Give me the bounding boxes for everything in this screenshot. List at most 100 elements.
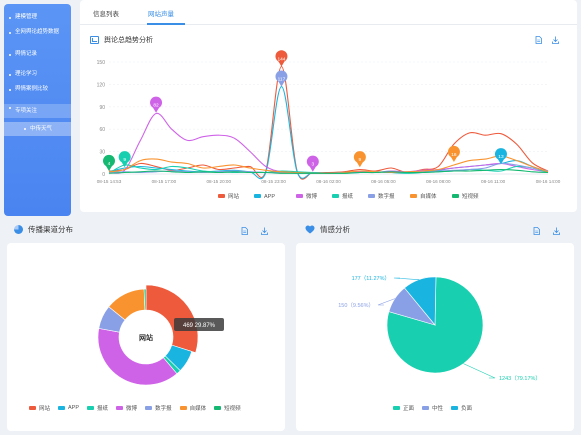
spread-header: 传播渠道分布 — [14, 224, 73, 235]
emotion-legend: 正面 中性 负面 — [393, 404, 480, 412]
legend-swatch — [368, 194, 375, 198]
legend-item[interactable]: 微博 — [116, 404, 137, 412]
series-line — [108, 168, 549, 174]
tab-bar: 信息列表 网站声量 — [80, 0, 577, 25]
legend-label: 微博 — [126, 406, 138, 412]
data-marker: 9 — [353, 151, 366, 168]
legend-item[interactable]: 中性 — [422, 404, 443, 412]
y-tick-label: 0 — [102, 172, 105, 178]
legend-swatch — [218, 194, 225, 198]
sidebar-item-label: 专项关注 — [15, 108, 38, 114]
sidebar-item-study[interactable]: 理论学习 — [4, 71, 71, 78]
label-leader — [377, 298, 396, 306]
document-icon[interactable] — [535, 36, 542, 44]
series-line — [108, 112, 549, 174]
legend-item[interactable]: 负面 — [451, 404, 472, 412]
legend-label: 短视频 — [224, 406, 241, 412]
sidebar: 建模管理 全网舆论趋势数据 舆情记录 理论学习 舆情案例比较 专项关注 中传天气 — [4, 4, 71, 216]
marker-label: 4 — [108, 161, 111, 167]
legend-swatch — [451, 406, 459, 410]
legend-swatch — [296, 194, 303, 198]
download-icon[interactable] — [553, 227, 560, 235]
download-icon[interactable] — [552, 36, 559, 44]
donut-center-label: 网站 — [139, 333, 153, 342]
legend-item[interactable]: 网站 — [29, 404, 50, 412]
y-tick-label: 60 — [99, 127, 105, 133]
legend-item[interactable]: 数字报 — [145, 404, 172, 412]
marker-pin — [150, 96, 163, 113]
legend-swatch — [145, 406, 153, 410]
marker-pin — [275, 70, 288, 87]
x-tick-label: 08-15 14:53 — [97, 179, 122, 184]
legend-swatch — [116, 406, 124, 410]
document-icon[interactable] — [241, 227, 248, 235]
tab-info-list[interactable]: 信息列表 — [93, 11, 119, 18]
x-tick-label: 08-16 08:00 — [426, 179, 451, 184]
x-tick-label: 08-16 05:00 — [371, 179, 396, 184]
legend-item[interactable]: 报纸 — [87, 404, 108, 412]
legend-item[interactable]: 自媒体 — [179, 404, 206, 412]
data-marker: 4 — [103, 154, 115, 172]
emotion-chart: 1243（79.17%） 150（9.56%） 177（11.27%） — [338, 275, 541, 382]
spread-legend: 网站 APP 报纸 微博 数字报 自媒体 短视频 — [29, 404, 249, 412]
y-tick-label: 120 — [97, 82, 106, 88]
pie-slice — [404, 276, 437, 326]
legend-item[interactable]: 短视频 — [214, 404, 241, 412]
sidebar-item-special-focus[interactable]: 专项关注 — [4, 104, 71, 118]
legend-label: 中性 — [432, 406, 444, 412]
slice-label: 150（9.56%） — [338, 302, 374, 309]
trend-panel: 信息列表 网站声量 舆论总趋势分析 0 30 60 90 120 150 08-15 14:… — [80, 0, 577, 212]
data-marker: 13 — [494, 148, 507, 165]
sidebar-item-records[interactable]: 舆情记录 — [4, 51, 71, 58]
legend-swatch — [214, 406, 222, 410]
slice-label: 177（11.27%） — [352, 275, 390, 282]
x-tick-label: 08-15 23:00 — [261, 179, 286, 184]
sidebar-item-trend-data[interactable]: 全网舆论趋势数据 — [4, 29, 71, 36]
y-tick-label: 150 — [97, 60, 106, 66]
legend-item[interactable]: 正面 — [393, 404, 414, 412]
sidebar-item-case-compare[interactable]: 舆情案例比较 — [4, 86, 71, 93]
document-icon[interactable] — [533, 227, 540, 235]
tab-site-volume[interactable]: 网站声量 — [148, 11, 174, 18]
emotion-card: 1243（79.17%） 150（9.56%） 177（11.27%） 正面 中性 负面 — [296, 243, 574, 431]
legend-swatch — [393, 406, 400, 410]
legend-swatch — [87, 406, 95, 410]
legend-item[interactable]: APP — [58, 405, 79, 411]
pie-slice — [143, 288, 147, 311]
legend-label: 微博 — [306, 192, 318, 200]
marker-pin — [353, 151, 366, 168]
legend-label: 正面 — [403, 406, 415, 412]
legend-swatch — [254, 194, 261, 198]
marker-label: 82 — [153, 103, 159, 109]
legend-swatch — [29, 406, 36, 410]
x-tick-label: 08-15 17:00 — [152, 179, 177, 184]
trend-title: 舆论总趋势分析 — [104, 37, 153, 44]
marker-label: 16 — [451, 152, 457, 158]
pie-slice — [97, 328, 178, 386]
emotion-header: 情感分析 — [305, 224, 350, 235]
sidebar-item-modeling[interactable]: 建模管理 — [4, 14, 71, 21]
data-marker: 144 — [275, 50, 288, 67]
legend-label: 网站 — [39, 406, 51, 412]
trend-chart: 0 30 60 90 120 150 08-15 14:53 08-15 17:00 08-15… — [97, 50, 561, 200]
marker-label: 144 — [277, 56, 285, 62]
trend-header: 舆论总趋势分析 — [90, 35, 153, 45]
x-tick-label: 08-16 14:00 — [536, 179, 561, 184]
sidebar-item-label: 建模管理 — [15, 14, 38, 20]
spread-title: 传播渠道分布 — [28, 225, 73, 234]
download-icon[interactable] — [261, 227, 268, 235]
sidebar-item-label: 全网舆论趋势数据 — [15, 29, 60, 35]
legend-label: 负面 — [461, 406, 473, 412]
x-tick-label: 08-16 02:00 — [316, 179, 341, 184]
sidebar-subitem-weather[interactable]: 中传天气 — [4, 122, 71, 136]
legend-label: 数字报 — [378, 192, 395, 200]
legend-swatch — [422, 406, 430, 410]
marker-label: 117 — [278, 76, 286, 82]
legend-label: 报纸 — [342, 192, 354, 200]
marker-pin — [494, 148, 507, 165]
data-marker: 16 — [447, 145, 460, 163]
data-marker: 3 — [306, 155, 319, 172]
y-tick-label: 90 — [99, 105, 105, 111]
pie-slice — [145, 284, 199, 354]
label-leader — [463, 363, 496, 379]
